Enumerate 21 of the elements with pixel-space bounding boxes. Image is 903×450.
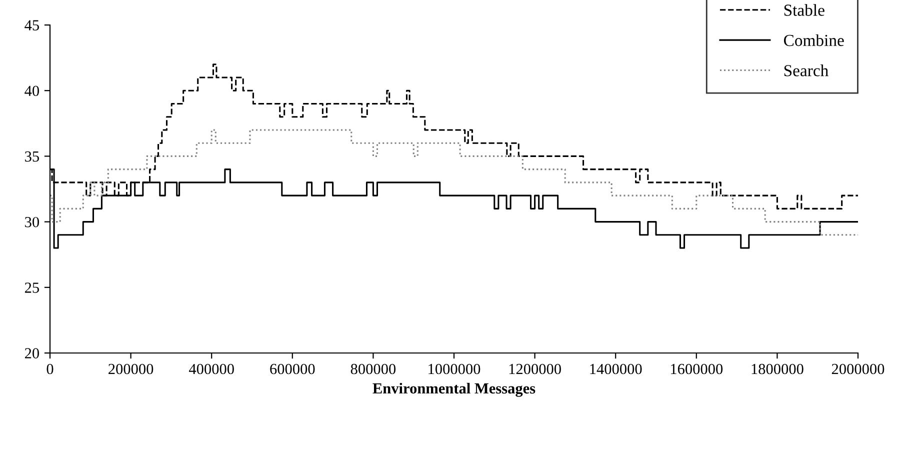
x-axis-title: Environmental Messages	[372, 382, 536, 397]
x-tick-label: 2000000	[832, 364, 884, 374]
y-tick-label: 45	[24, 20, 39, 30]
x-tick-label: 1200000	[509, 364, 561, 374]
x-tick-label: 1600000	[671, 364, 723, 374]
y-tick-label: 35	[25, 151, 39, 162]
legend-label: Search	[784, 64, 828, 76]
legend-label: Combine	[784, 34, 844, 46]
y-tick-label: 25	[24, 282, 39, 293]
y-tick-label: 30	[25, 216, 39, 228]
x-tick-label: 1800000	[752, 364, 804, 374]
x-tick-label: 1400000	[590, 364, 642, 374]
y-tick-label: 40	[24, 86, 39, 96]
x-tick-label: 0	[46, 364, 54, 374]
legend-label: Stable	[784, 4, 824, 16]
x-tick-label: 200000	[108, 364, 154, 374]
x-tick-label: 800000	[350, 364, 396, 374]
x-tick-label: 1000000	[428, 364, 480, 374]
x-tick-label: 400000	[188, 364, 234, 374]
y-tick-label: 20	[24, 348, 39, 358]
x-tick-label: 600000	[270, 364, 315, 374]
